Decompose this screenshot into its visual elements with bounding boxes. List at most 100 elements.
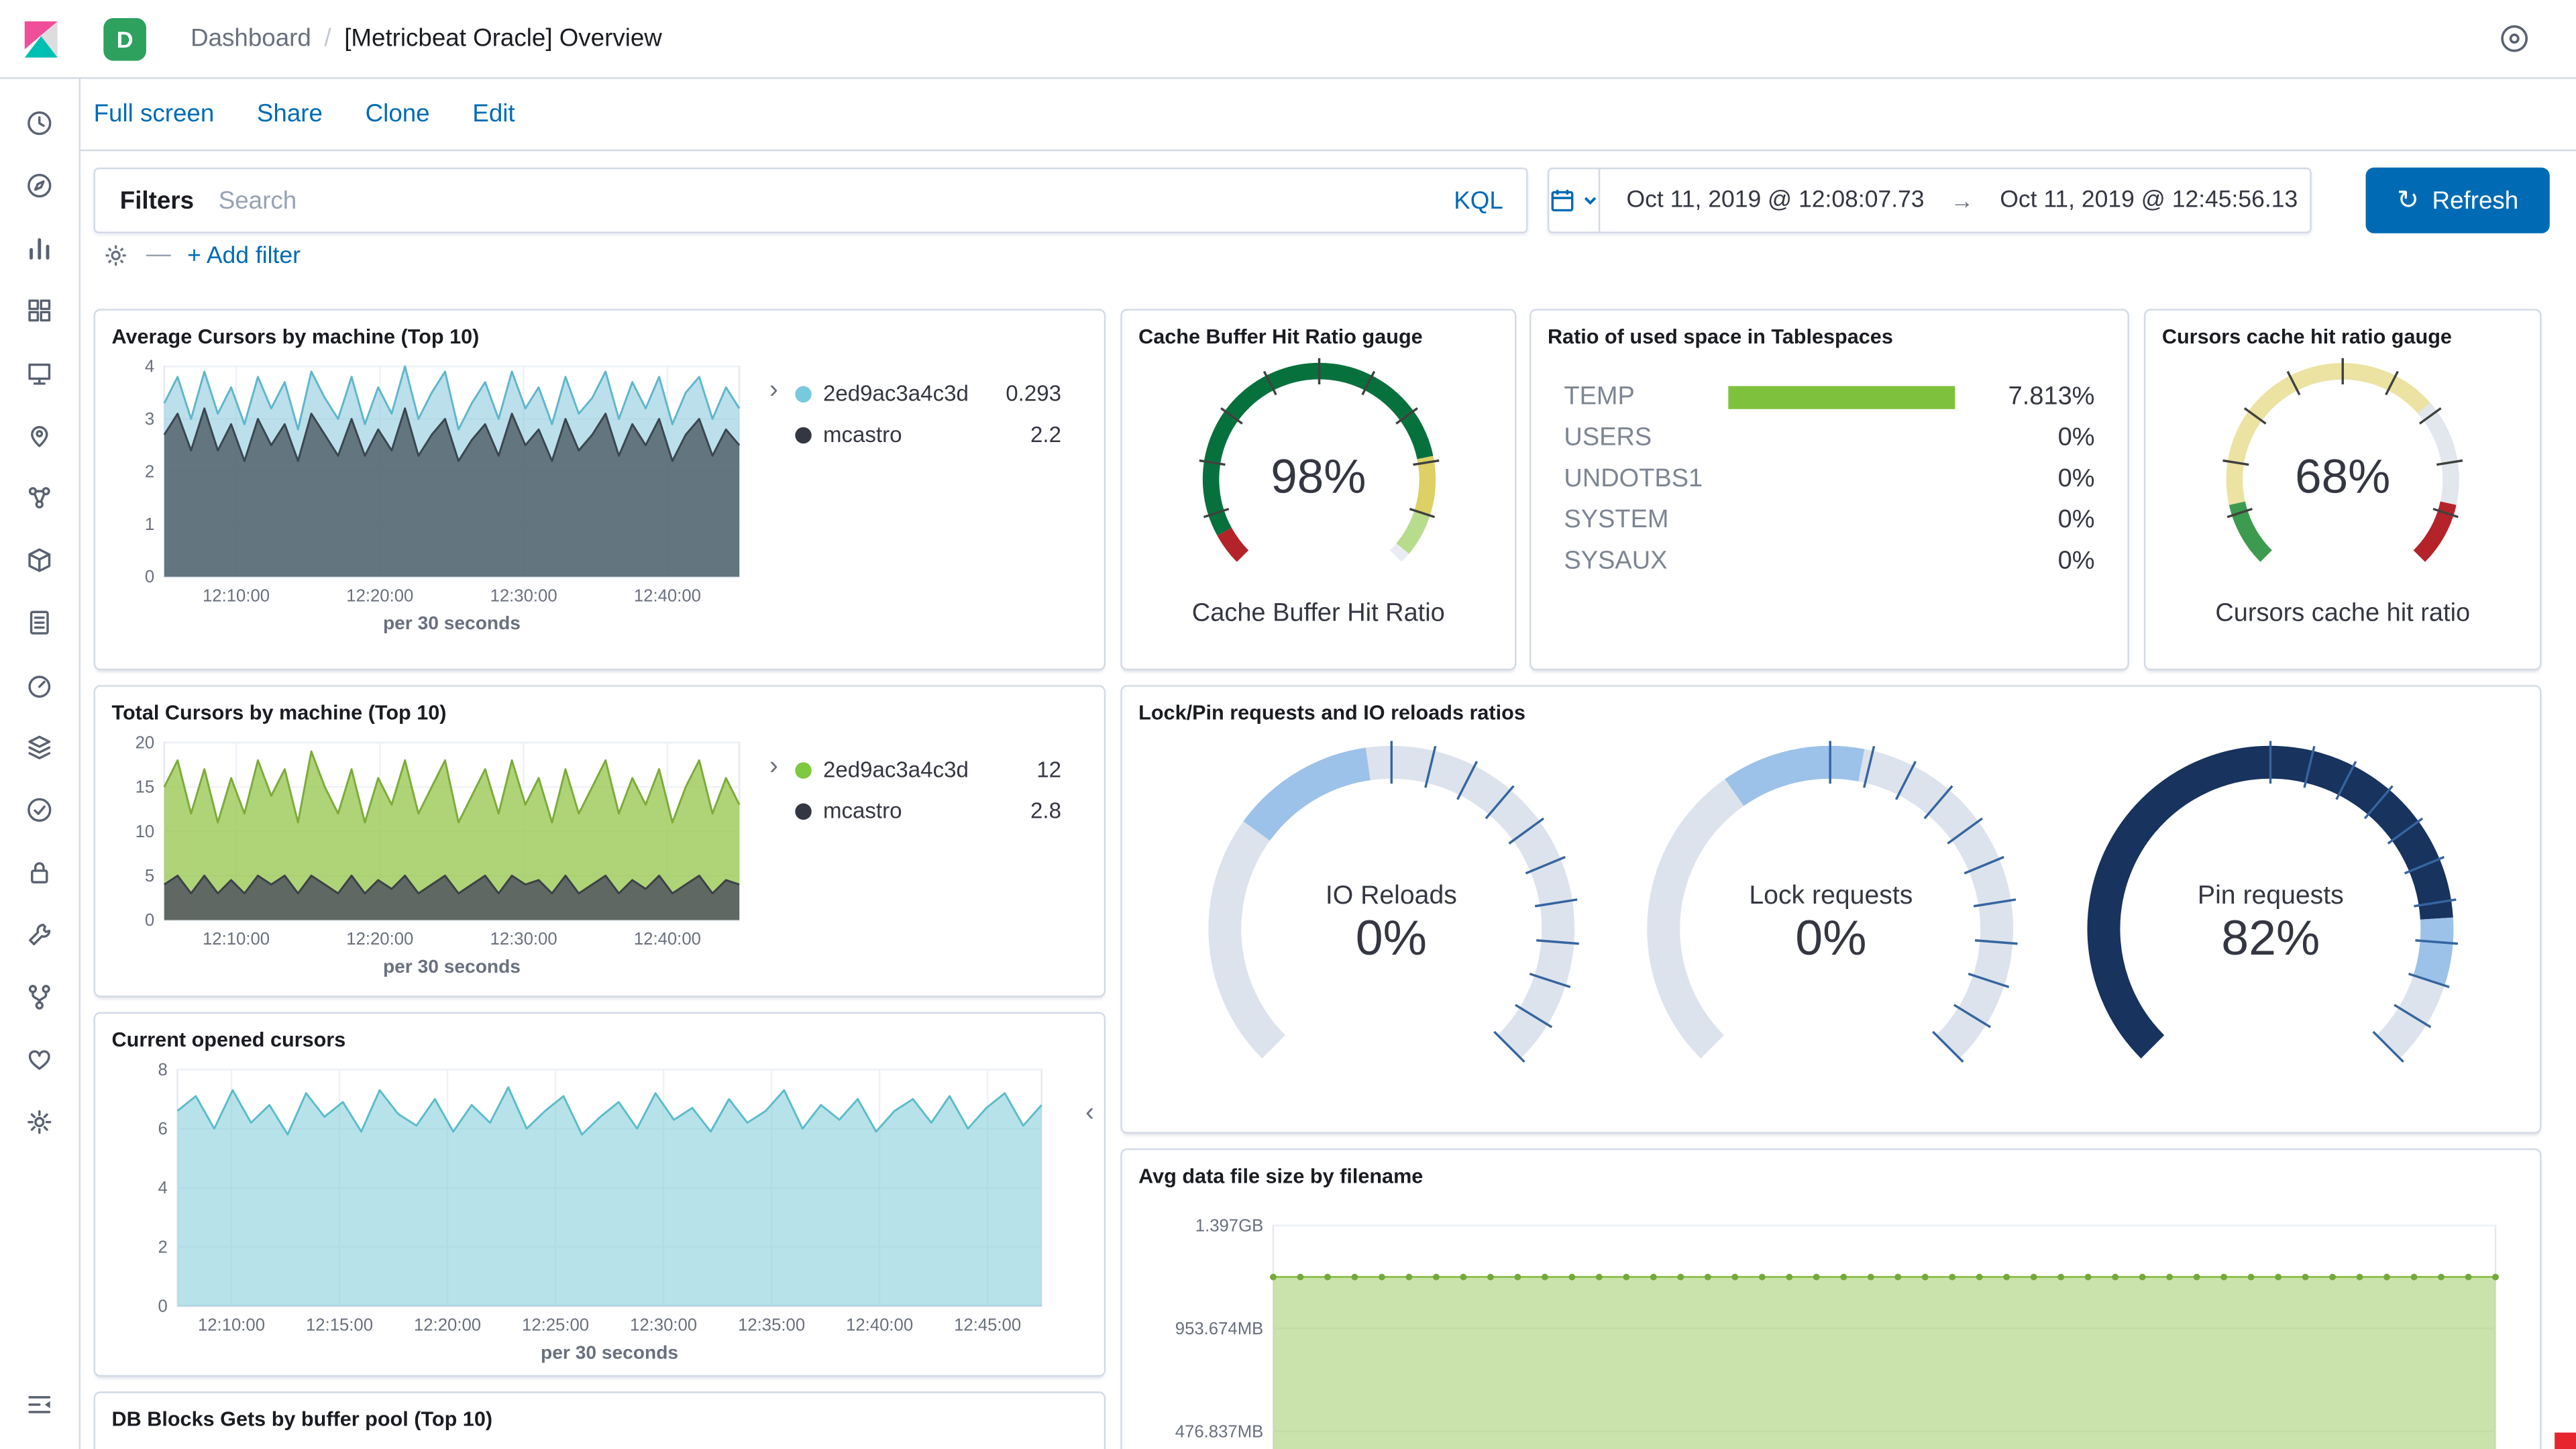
svg-text:4: 4 (158, 1179, 167, 1197)
date-from[interactable]: Oct 11, 2019 @ 12:08:07.73 (1626, 187, 1925, 214)
svg-text:12:40:00: 12:40:00 (846, 1316, 913, 1335)
legend-item[interactable]: 2ed9ac3a4c3d 0.293 (789, 373, 1068, 414)
lock-requests-gauge: Lock requests 0% (1625, 739, 2036, 1104)
svg-text:476.837MB: 476.837MB (1175, 1422, 1263, 1441)
dashboard-grid-icon[interactable] (13, 286, 66, 335)
calendar-icon (1551, 189, 1574, 212)
series-color-dot (795, 426, 812, 443)
full-screen-link[interactable]: Full screen (93, 100, 215, 129)
date-to[interactable]: Oct 11, 2019 @ 12:45:56.13 (2000, 187, 2298, 214)
panel-title: Avg data file size by filename (1138, 1165, 1424, 1188)
svg-text:12:20:00: 12:20:00 (346, 930, 413, 949)
recently-viewed-icon[interactable] (13, 99, 66, 148)
svg-text:12:45:00: 12:45:00 (954, 1316, 1021, 1335)
io-reloads-gauge: IO Reloads 0% (1186, 739, 1597, 1104)
legend-item[interactable]: 2ed9ac3a4c3d 12 (789, 749, 1068, 790)
legend-expand-icon[interactable]: › (769, 752, 778, 781)
panel-title: Cache Buffer Hit Ratio gauge (1138, 325, 1423, 349)
maps-pin-icon[interactable] (13, 411, 66, 460)
panel-cache-buffer-gauge: Cache Buffer Hit Ratio gauge 98% Cache B… (1120, 309, 1517, 671)
management-gear-icon[interactable] (13, 1097, 66, 1146)
apm-gauge-icon[interactable] (13, 660, 66, 709)
svg-text:15: 15 (136, 778, 155, 797)
refresh-button[interactable]: ↻ Refresh (2365, 167, 2550, 233)
legend-item[interactable]: mcastro 2.8 (789, 790, 1068, 831)
filters-button[interactable]: Filters (119, 186, 195, 215)
dashboard-main: Full screen Share Clone Edit Filters KQL… (80, 78, 2576, 1449)
svg-text:12:30:00: 12:30:00 (490, 930, 557, 949)
help-icon[interactable] (2499, 23, 2530, 54)
fork-icon[interactable] (13, 973, 66, 1022)
breadcrumb-dashboard[interactable]: Dashboard (191, 24, 311, 53)
panel-total-cursors: Total Cursors by machine (Top 10) 20 15 10… (93, 685, 1106, 998)
svg-text:12:10:00: 12:10:00 (198, 1316, 265, 1335)
svg-text:8: 8 (158, 1061, 167, 1079)
calendar-button[interactable] (1549, 169, 1601, 232)
svg-text:2: 2 (158, 1238, 167, 1256)
panel-title: DB Blocks Gets by buffer pool (Top 10) (111, 1407, 493, 1432)
filter-settings-gear-icon[interactable] (102, 241, 130, 270)
space-badge[interactable]: D (103, 17, 146, 60)
dev-tools-wrench-icon[interactable] (13, 910, 66, 959)
average-cursors-chart: 4 3 2 1 0 12:10:00 12:20:00 12:30:00 12:40:00 per… (105, 354, 759, 636)
uptime-check-icon[interactable] (13, 786, 66, 835)
top-header: D Dashboard / [Metricbeat Oracle] Overvi… (0, 0, 2576, 79)
svg-text:12:20:00: 12:20:00 (414, 1316, 481, 1335)
current-cursors-chart: 8 6 4 2 0 12:10:00 12:15:00 12:20:00 12:25:00 12:… (115, 1057, 1061, 1365)
usage-bar (1728, 385, 1955, 409)
panel-average-cursors: Average Cursors by machine (Top 10) 4 3 2 1… (93, 309, 1106, 671)
breadcrumb-current: [Metricbeat Oracle] Overview (344, 24, 662, 53)
svg-text:per 30 seconds: per 30 seconds (383, 612, 521, 633)
svg-text:2: 2 (145, 462, 154, 481)
infrastructure-cube-icon[interactable] (13, 535, 66, 584)
total-cursors-chart: 20 15 10 5 0 12:10:00 12:20:00 12:30:00 12:40:00… (105, 729, 759, 979)
siem-lock-icon[interactable] (13, 848, 66, 897)
clone-link[interactable]: Clone (365, 100, 430, 129)
kql-toggle[interactable]: KQL (1454, 186, 1503, 215)
collapse-menu-icon[interactable] (13, 1380, 66, 1429)
chevron-down-icon (1584, 197, 1597, 205)
filter-options-row: + Add filter (102, 241, 301, 270)
add-filter-link[interactable]: + Add filter (187, 242, 301, 269)
panel-cursors-cache-gauge: Cursors cache hit ratio gauge 68% Cursor… (2143, 309, 2542, 671)
edit-link[interactable]: Edit (472, 100, 515, 129)
share-link[interactable]: Share (256, 100, 323, 129)
panel-title: Average Cursors by machine (Top 10) (111, 325, 480, 349)
cache-buffer-gauge: 98% (1146, 356, 1491, 593)
chart-legend: 2ed9ac3a4c3d 12 mcastro 2.8 (789, 729, 1078, 979)
legend-item[interactable]: mcastro 2.2 (789, 414, 1068, 455)
search-input[interactable] (218, 186, 1432, 215)
query-bar: Filters KQL Oct 11, 2019 @ 12:08:07.73 →… (93, 167, 2560, 233)
discover-compass-icon[interactable] (13, 161, 66, 210)
svg-text:12:40:00: 12:40:00 (634, 930, 701, 949)
gauge-subtitle: Cache Buffer Hit Ratio (1191, 599, 1445, 628)
series-color-dot (795, 802, 812, 819)
svg-text:12:20:00: 12:20:00 (346, 586, 413, 605)
svg-text:20: 20 (136, 734, 155, 753)
series-color-dot (795, 761, 812, 778)
svg-text:12:30:00: 12:30:00 (490, 586, 557, 605)
kibana-logo-icon[interactable] (19, 17, 62, 60)
legend-expand-icon[interactable]: › (769, 376, 778, 405)
series-color-dot (795, 385, 812, 402)
panel-db-blocks: DB Blocks Gets by buffer pool (Top 10) (93, 1391, 1106, 1449)
machine-learning-icon[interactable] (13, 473, 66, 522)
dashboard-actions: Full screen Share Clone Edit (80, 78, 2576, 152)
svg-text:12:30:00: 12:30:00 (630, 1316, 697, 1335)
visualize-bar-chart-icon[interactable] (13, 223, 66, 272)
cursors-cache-gauge: 68% (2170, 356, 2515, 593)
logs-icon[interactable] (13, 598, 66, 647)
left-nav (0, 78, 81, 1449)
svg-text:10: 10 (136, 822, 155, 841)
tablespace-row: SYSAUX 0% (1564, 546, 2095, 574)
canvas-icon[interactable] (13, 348, 66, 397)
legend-collapse-icon[interactable]: ‹ (1085, 1099, 1095, 1128)
scroll-marker-bottom (2555, 1432, 2576, 1449)
breadcrumb: Dashboard / [Metricbeat Oracle] Overview (191, 25, 662, 53)
chart-legend: 2ed9ac3a4c3d 0.293 mcastro 2.2 (789, 354, 1078, 636)
search-box: Filters KQL (93, 167, 1528, 233)
stack-layers-icon[interactable] (13, 723, 66, 772)
svg-text:5: 5 (145, 867, 154, 885)
stack-monitoring-heart-icon[interactable] (13, 1035, 66, 1084)
